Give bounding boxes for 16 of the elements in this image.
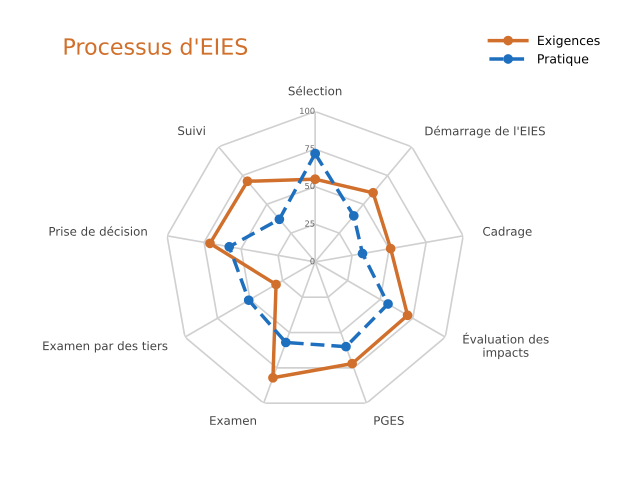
spoke-label: Sélection <box>288 86 342 96</box>
spoke-label: Suivi <box>178 126 205 136</box>
spoke-label: Examen <box>210 416 256 425</box>
y-tick-label: 0 <box>310 258 315 264</box>
spoke-label: Évaluation des impacts <box>463 332 549 360</box>
spoke-label: Cadrage <box>483 226 532 238</box>
y-tick-label: 25 <box>305 220 314 227</box>
spoke-label: Examen par des tiers <box>43 341 168 353</box>
spoke-label: Prise de décision <box>50 226 147 236</box>
y-tick-label: 100 <box>300 108 315 114</box>
legend-label: Pratique <box>538 54 588 66</box>
spoke-label: Démarrage de l'EIES <box>425 126 545 138</box>
chart-title: Processus d'EIES <box>64 38 248 55</box>
spoke-label: PGES <box>374 416 404 425</box>
y-tick-label: 50 <box>305 182 315 190</box>
legend-label: Exigences <box>538 36 600 48</box>
